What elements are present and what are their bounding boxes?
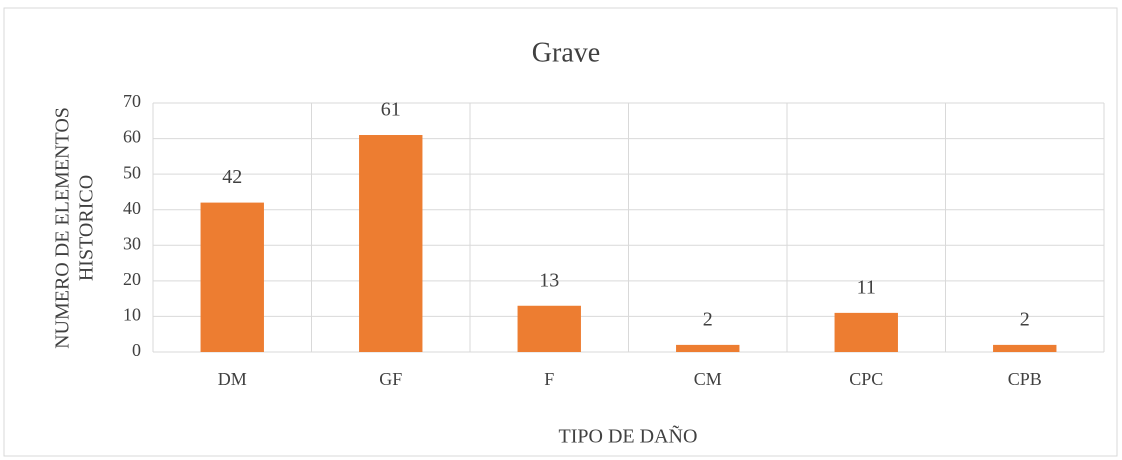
bar	[676, 344, 740, 352]
bar	[834, 312, 898, 352]
y-tick-label: 70	[123, 91, 141, 111]
x-axis-label: TIPO DE DAÑO	[559, 424, 698, 448]
x-tick-label: F	[544, 369, 554, 389]
y-axis-label-line: HISTORICO	[76, 175, 98, 281]
y-tick-label: 40	[123, 198, 141, 218]
data-label: 2	[703, 308, 713, 330]
y-tick-label: 60	[123, 127, 141, 147]
data-label: 2	[1020, 308, 1030, 330]
bar	[517, 305, 581, 352]
bar	[200, 202, 264, 352]
y-axis-label: NUMERO DE ELEMENTOS HISTORICO	[52, 107, 98, 349]
y-tick-label: 0	[132, 340, 141, 360]
data-label: 11	[857, 276, 876, 298]
y-tick-label: 10	[123, 305, 141, 325]
y-tick-label: 30	[123, 233, 141, 253]
x-tick-label: DM	[218, 369, 247, 389]
x-tick-label: CPC	[849, 369, 883, 389]
data-label: 13	[539, 269, 559, 291]
y-tick-label: 50	[123, 162, 141, 182]
y-axis-label-line: NUMERO DE ELEMENTOS	[52, 107, 74, 349]
data-label: 61	[381, 99, 401, 121]
x-tick-label: GF	[379, 369, 402, 389]
chart-border	[3, 7, 1118, 457]
data-label: 42	[222, 166, 242, 188]
x-tick-label: CPB	[1008, 369, 1042, 389]
bar	[359, 135, 423, 352]
chart-title: Grave	[532, 37, 600, 68]
y-tick-label: 20	[123, 269, 141, 289]
x-tick-label: CM	[694, 369, 722, 389]
bar	[993, 344, 1057, 352]
